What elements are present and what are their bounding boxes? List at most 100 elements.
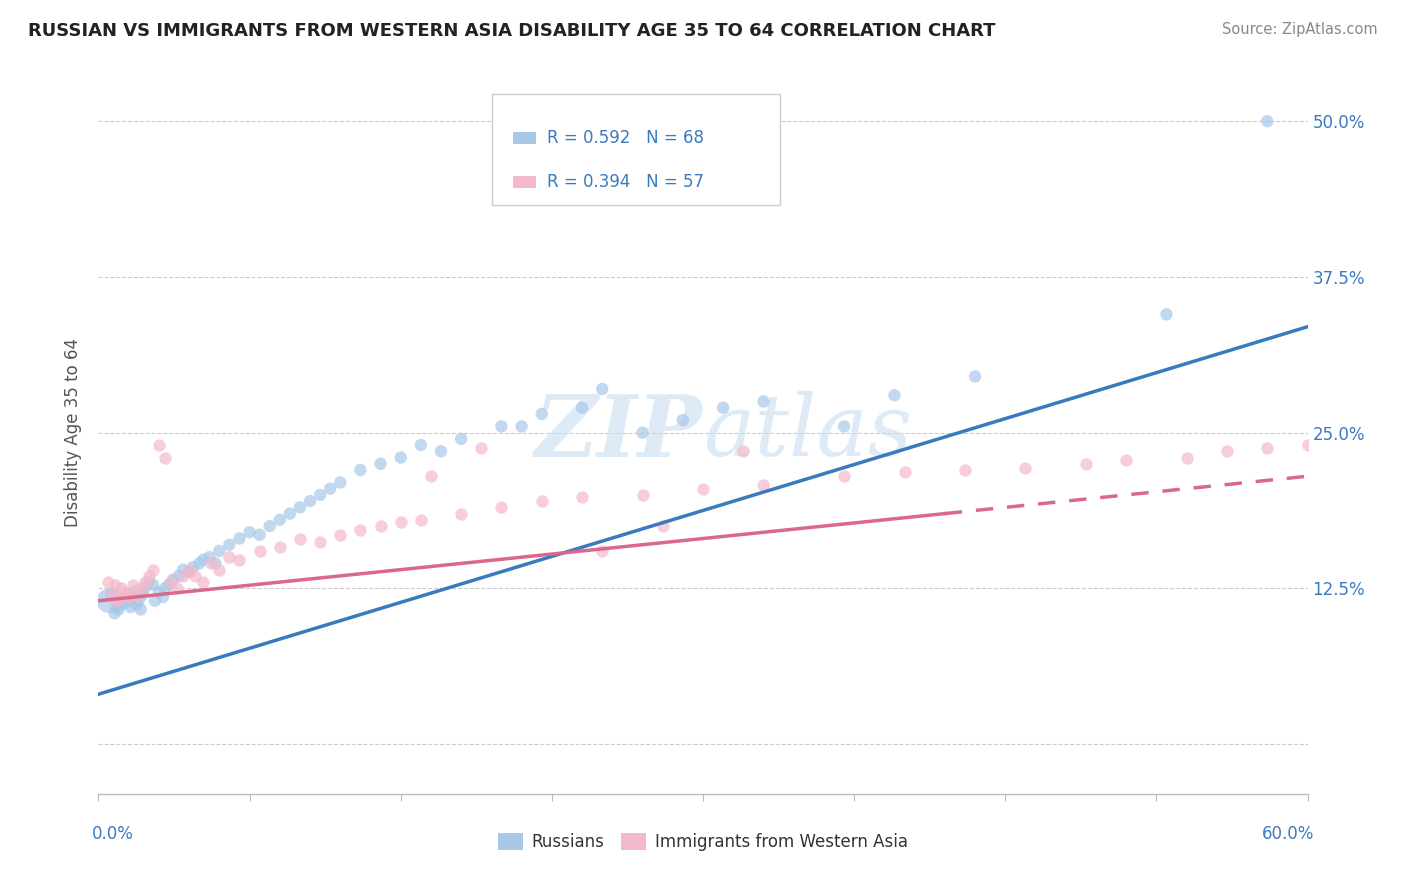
Point	[208, 563, 231, 577]
Point	[124, 585, 146, 599]
Text: 60.0%: 60.0%	[1263, 825, 1315, 843]
Point	[218, 550, 240, 565]
Point	[329, 475, 352, 490]
Text: R = 0.592   N = 68: R = 0.592 N = 68	[547, 129, 704, 147]
Text: ZIP: ZIP	[536, 391, 703, 475]
Point	[450, 507, 472, 521]
Point	[148, 438, 170, 452]
Point	[128, 594, 150, 608]
Point	[118, 594, 141, 608]
Point	[299, 494, 322, 508]
Point	[309, 488, 332, 502]
Point	[200, 557, 222, 571]
Point	[239, 525, 262, 540]
Point	[249, 528, 271, 542]
Point	[409, 438, 432, 452]
Point	[571, 401, 593, 415]
Point	[530, 407, 553, 421]
Point	[157, 577, 180, 591]
Point	[370, 519, 392, 533]
Point	[259, 519, 281, 533]
Point	[129, 602, 152, 616]
Point	[138, 575, 160, 590]
Point	[1175, 450, 1198, 465]
Point	[1256, 441, 1278, 455]
Point	[591, 544, 613, 558]
Point	[711, 401, 734, 415]
Point	[249, 544, 271, 558]
Point	[883, 388, 905, 402]
Point	[138, 569, 160, 583]
Point	[105, 594, 128, 608]
Point	[120, 600, 142, 615]
Point	[965, 369, 987, 384]
Point	[218, 538, 240, 552]
Y-axis label: Disability Age 35 to 64: Disability Age 35 to 64	[65, 338, 83, 527]
Point	[125, 598, 148, 612]
Point	[450, 432, 472, 446]
Point	[198, 550, 221, 565]
Text: RUSSIAN VS IMMIGRANTS FROM WESTERN ASIA DISABILITY AGE 35 TO 64 CORRELATION CHAR: RUSSIAN VS IMMIGRANTS FROM WESTERN ASIA …	[28, 22, 995, 40]
Point	[193, 575, 215, 590]
Point	[111, 590, 134, 604]
Point	[278, 507, 301, 521]
Point	[409, 513, 432, 527]
Point	[349, 463, 371, 477]
Point	[349, 523, 371, 537]
Point	[167, 569, 190, 583]
Point	[631, 425, 654, 440]
Point	[420, 469, 443, 483]
Legend: Russians, Immigrants from Western Asia: Russians, Immigrants from Western Asia	[492, 826, 914, 858]
Point	[179, 565, 201, 579]
Point	[1074, 457, 1097, 471]
Point	[1014, 460, 1036, 475]
Point	[1156, 307, 1178, 321]
Point	[110, 598, 132, 612]
Point	[160, 575, 183, 590]
Point	[121, 577, 143, 591]
Point	[672, 413, 695, 427]
Point	[162, 573, 184, 587]
Point	[110, 582, 132, 596]
Point	[142, 563, 165, 577]
Point	[953, 463, 976, 477]
Point	[193, 552, 215, 566]
Point	[153, 450, 176, 465]
Point	[103, 577, 125, 591]
Point	[101, 588, 124, 602]
Point	[370, 457, 392, 471]
Point	[832, 419, 855, 434]
Point	[1296, 438, 1319, 452]
Point	[389, 516, 412, 530]
Point	[733, 444, 755, 458]
Point	[114, 585, 136, 599]
Point	[107, 602, 129, 616]
Point	[134, 582, 156, 596]
Point	[166, 582, 188, 596]
Point	[208, 544, 231, 558]
Point	[188, 557, 211, 571]
Point	[1115, 453, 1137, 467]
Point	[172, 569, 194, 583]
Text: 0.0%: 0.0%	[91, 825, 134, 843]
Point	[893, 466, 915, 480]
Point	[97, 594, 120, 608]
Point	[1216, 444, 1239, 458]
Point	[228, 532, 250, 546]
Point	[143, 594, 166, 608]
Point	[832, 469, 855, 483]
Point	[309, 535, 332, 549]
Point	[129, 582, 152, 596]
Point	[430, 444, 453, 458]
Point	[152, 590, 174, 604]
Point	[389, 450, 412, 465]
Point	[103, 607, 125, 621]
Point	[148, 585, 170, 599]
Text: R = 0.394   N = 57: R = 0.394 N = 57	[547, 173, 704, 191]
Point	[591, 382, 613, 396]
Point	[125, 588, 148, 602]
Point	[184, 569, 207, 583]
Point	[97, 575, 120, 590]
Point	[142, 577, 165, 591]
Point	[179, 563, 201, 577]
